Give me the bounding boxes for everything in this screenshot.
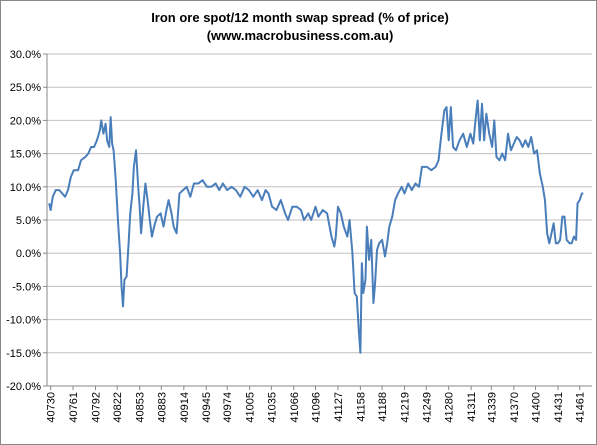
x-tick-label: 40883 [156,392,168,423]
chart-subtitle: (www.macrobusiness.com.au) [207,28,394,43]
y-tick-label: -5.0% [12,281,41,293]
x-tick-label: 41400 [531,392,543,423]
y-tick-label: 5.0% [16,215,41,227]
x-tick-label: 40730 [46,392,58,423]
x-tick-label: 41311 [466,392,478,422]
x-tick-label: 41249 [421,392,433,423]
x-tick-label: 41188 [377,392,389,422]
x-tick-label: 41339 [486,392,498,423]
y-tick-label: 25.0% [10,82,41,94]
x-tick-label: 41096 [311,392,323,423]
x-tick-label: 40822 [112,392,124,423]
x-tick-label: 41127 [333,392,345,422]
y-tick-label: 30.0% [10,49,41,61]
chart-title: Iron ore spot/12 month swap spread (% of… [151,10,449,25]
x-tick-label: 41219 [400,392,412,423]
data-line [48,99,584,354]
y-tick-label: 10.0% [10,182,41,194]
y-tick-label: -15.0% [6,348,41,360]
x-tick-label: 40792 [90,392,102,423]
x-tick-label: 41280 [444,392,456,423]
x-tick-label: 41431 [553,392,565,423]
x-tick-label: 40853 [135,392,147,423]
x-tick-label: 41005 [245,392,257,423]
x-tick-label: 41066 [289,392,301,423]
x-tick-label: 40761 [68,392,80,423]
x-tick-label: 41461 [575,392,587,423]
x-tick-label: 41035 [266,392,278,423]
y-tick-label: -10.0% [6,315,41,327]
y-tick-label: 20.0% [10,115,41,127]
y-tick-label: 0.0% [16,248,41,260]
x-tick-label: 40945 [201,392,213,423]
x-tick-label: 41370 [509,392,521,423]
y-tick-label: 15.0% [10,149,41,161]
x-tick-label: 40974 [222,392,234,423]
x-tick-label: 40914 [179,392,191,423]
x-tick-label: 41158 [355,392,367,422]
y-tick-label: -20.0% [6,381,41,393]
